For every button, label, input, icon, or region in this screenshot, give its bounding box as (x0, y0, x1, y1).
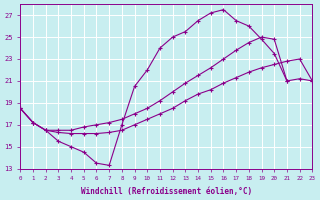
X-axis label: Windchill (Refroidissement éolien,°C): Windchill (Refroidissement éolien,°C) (81, 187, 252, 196)
